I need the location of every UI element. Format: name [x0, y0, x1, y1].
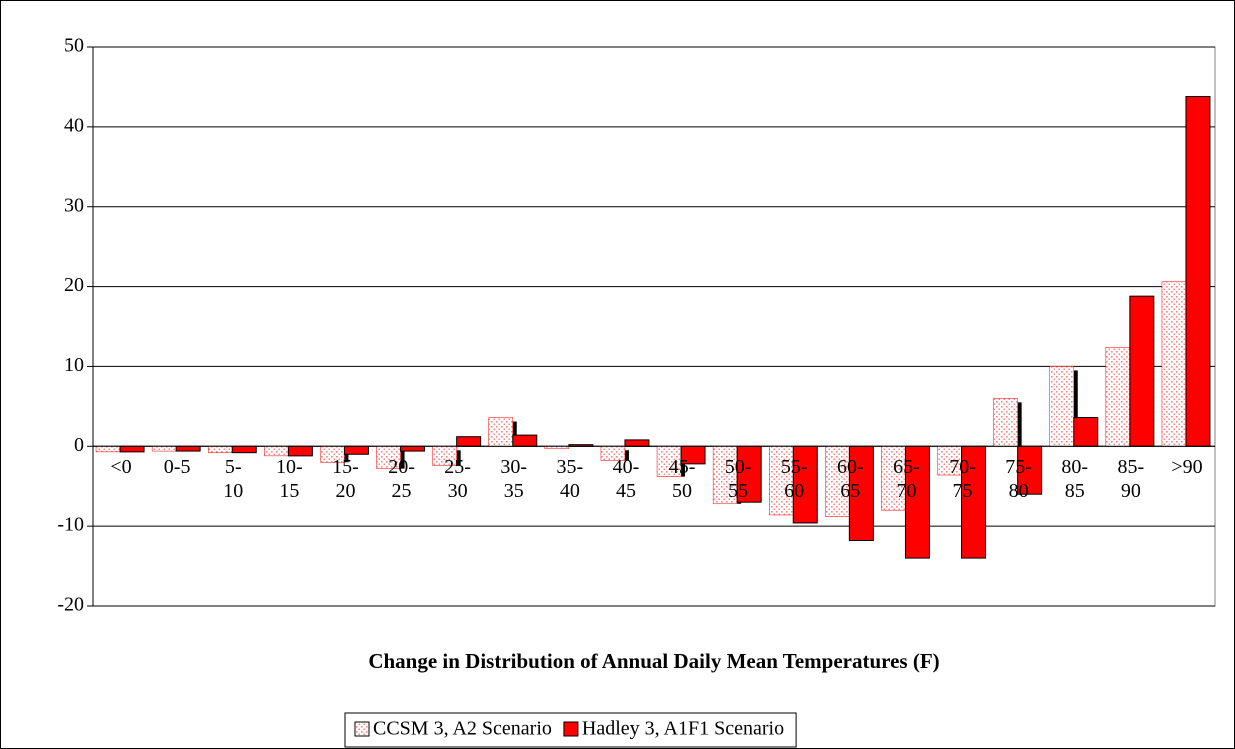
x-tick-label: 60-65 [837, 456, 864, 503]
y-tick-label: 0 [74, 434, 84, 456]
bar [712, 446, 738, 505]
x-tick-label: 55-60 [780, 456, 808, 503]
y-tick-label: 20 [64, 274, 84, 296]
bar [904, 445, 930, 559]
bar [400, 445, 426, 452]
bar [736, 445, 762, 503]
bar [175, 445, 201, 452]
x-tick-label: >90 [1171, 456, 1203, 479]
x-tick-label: 5-10 [223, 456, 244, 503]
chart-title: Change in Distribution of Annual Daily M… [368, 649, 939, 673]
y-tick-label: 50 [64, 35, 84, 57]
bar [792, 445, 818, 524]
bar [119, 445, 145, 453]
bar [208, 446, 233, 453]
x-tick-label: 40-45 [612, 456, 640, 503]
bar [769, 446, 794, 516]
x-tick-label: 20-25 [388, 456, 415, 503]
legend: CCSM 3, A2 Scenario Hadley 3, A1F1 Scenar… [344, 712, 797, 748]
bar [95, 446, 121, 453]
bar [231, 445, 257, 454]
bar [512, 434, 538, 447]
x-tick-label: 45-50 [668, 456, 696, 503]
y-tick-label: -10 [57, 514, 84, 536]
bar [1161, 281, 1187, 447]
x-tick-label: 80-85 [1061, 456, 1089, 503]
plot-area [92, 46, 1216, 607]
legend-swatch [563, 721, 579, 737]
legend-label: CCSM 3, A2 Scenario [373, 718, 552, 740]
bar [993, 398, 1018, 447]
x-tick-label: 85-90 [1117, 456, 1145, 503]
x-tick-label: 25-30 [444, 456, 471, 503]
bar [1105, 347, 1131, 447]
bar [488, 417, 513, 447]
bar [1129, 295, 1155, 447]
bar [624, 439, 650, 447]
x-tick-label: 0-5 [163, 456, 191, 479]
bar [881, 446, 906, 511]
bar [848, 445, 874, 542]
x-tick-label: <0 [110, 456, 132, 479]
bar [343, 445, 369, 455]
x-tick-label: 75-80 [1005, 456, 1032, 503]
y-tick-label: 40 [64, 114, 84, 136]
bar [1049, 366, 1074, 447]
bar [456, 436, 482, 447]
y-tick-label: 10 [64, 354, 84, 376]
x-tick-label: 30-35 [500, 456, 528, 503]
x-tick-label: 35-40 [556, 456, 584, 503]
bar [151, 446, 177, 452]
bar [1017, 445, 1043, 495]
x-tick-label: 70-75 [949, 456, 976, 503]
legend-swatch [354, 721, 370, 737]
y-tick-label: 30 [64, 194, 84, 216]
bar [1185, 96, 1211, 447]
legend-label: Hadley 3, A1F1 Scenario [582, 718, 784, 740]
bar [825, 446, 850, 517]
x-tick-label: 65-70 [893, 456, 920, 503]
x-tick-label: 15-20 [332, 456, 359, 503]
bar [1073, 417, 1099, 447]
y-tick-label: -20 [57, 594, 84, 616]
x-tick-label: 50-55 [724, 456, 752, 503]
x-tick-label: 10-15 [276, 456, 303, 503]
